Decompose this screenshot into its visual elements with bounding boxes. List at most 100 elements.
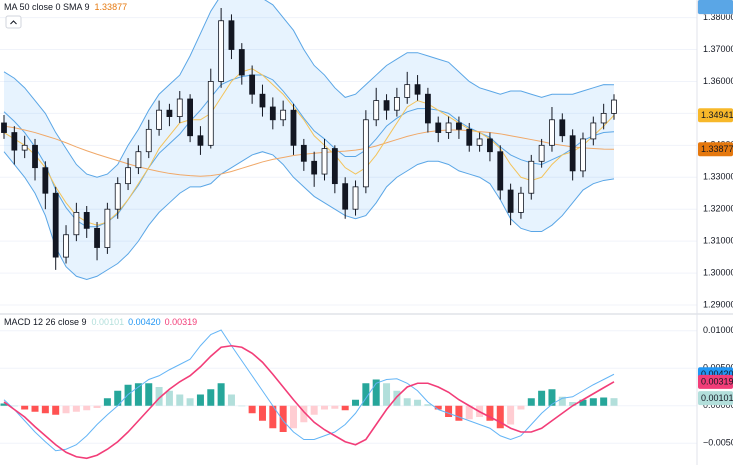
histogram-bar [238,405,246,407]
histogram-bar [310,405,318,415]
candle-body [269,106,276,121]
candle-body [393,97,400,111]
candle-body [21,144,28,151]
candle-body [487,138,493,153]
candle-body [187,98,194,137]
candle-body [52,192,59,258]
histogram-bar [424,404,432,406]
indicator-value: 1.33877 [95,2,128,12]
candle-body [42,167,49,194]
histogram-bar [217,383,225,406]
histogram-bar [331,405,339,409]
histogram-bar [83,405,91,411]
candle-body [497,151,504,191]
histogram-bar [10,405,18,407]
candle-body [83,211,90,229]
candle-body [342,183,349,210]
candle-body [228,20,235,50]
histogram-bar [155,387,163,406]
histogram-bar [434,405,442,410]
candle-body [456,122,462,130]
macd-value: 0.00420 [128,317,161,327]
candle-body [518,192,524,213]
macd-legend: MACD 12 26 close 9 0.00101 0.00420 0.00319 [4,317,197,327]
candle-body [600,112,607,124]
histogram-bar [289,405,297,429]
histogram-bar [31,405,39,412]
macd-line [3,329,615,452]
value-tag-label: 0.00319 [701,377,733,387]
candle-body [321,148,328,175]
candle-body [445,122,452,133]
histogram-bar [93,405,101,408]
histogram-bar [579,399,587,406]
candle-body [311,160,318,175]
candle-body [331,148,338,185]
value-tag-label: 0.00420 [701,369,733,379]
signal-value: 0.00319 [165,317,198,327]
candle-body [197,135,204,146]
candle-body [280,109,287,121]
histogram-bar [165,390,173,406]
candle-body [94,227,100,248]
histogram-bar [124,384,132,406]
candle-body [569,135,576,172]
candle-body [424,93,431,124]
candle-body [11,132,18,151]
histogram-bar [507,405,515,425]
candle-body [166,109,173,117]
histogram-bar [103,398,111,406]
histogram-bar [176,394,184,406]
histogram-bar [227,394,235,406]
histogram-bar [0,403,8,406]
candle-body [176,98,183,117]
collapse-icon [10,20,17,25]
candle-body [104,208,111,248]
y-tick-label: 1.32000 [703,204,733,214]
candle-body [549,119,555,146]
candle-body [383,100,390,111]
price-legend: MA 50 close 0 SMA 9 1.33877 [4,2,127,12]
candle-body [538,144,545,162]
indicator-title: MA 50 close 0 SMA 9 [4,2,90,12]
value-tag [698,108,733,123]
histogram-bar [145,383,153,406]
candle-body [259,93,266,108]
signal-line [3,344,615,460]
candle-body [373,100,380,121]
histogram-bar [558,396,566,406]
y-tick-label: 1.38000 [703,12,733,22]
histogram-bar [517,405,525,410]
histogram-bar [352,399,360,406]
histogram-bar [207,389,215,406]
candle-body [300,144,307,162]
histogram-bar [538,390,546,406]
candle-body [362,119,369,188]
histogram-bar [72,405,80,412]
y-tick-label: 1.37000 [703,44,733,54]
histogram-bar [527,398,535,406]
histogram-bar [186,398,194,406]
histogram-bar [134,383,142,406]
candle-body [135,151,142,169]
histogram-bar [403,398,411,406]
candle-body [414,84,421,95]
indicator-title: MACD 12 26 close 9 [4,317,87,327]
value-tag [698,374,733,389]
candle-body [218,20,225,82]
band-upper [3,0,615,178]
candle-body [73,211,80,236]
value-tag-label: 1.33877 [701,144,733,154]
y-tick-label: −0.00500 [703,438,733,448]
candle-body [114,183,121,210]
candle-body [1,122,7,133]
candle-body [611,99,617,114]
macd-pane [0,329,618,460]
histogram-bar [589,398,597,406]
candle-body [466,128,473,146]
histogram-bar [248,405,256,414]
value-tag-label: 1.34941 [701,110,733,120]
candle-body [238,49,245,76]
collapse-button[interactable] [5,15,22,29]
